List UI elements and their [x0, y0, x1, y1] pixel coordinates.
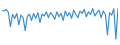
chart: [0, 0, 120, 45]
plot-area: [2, 8, 118, 39]
line: [2, 8, 118, 39]
